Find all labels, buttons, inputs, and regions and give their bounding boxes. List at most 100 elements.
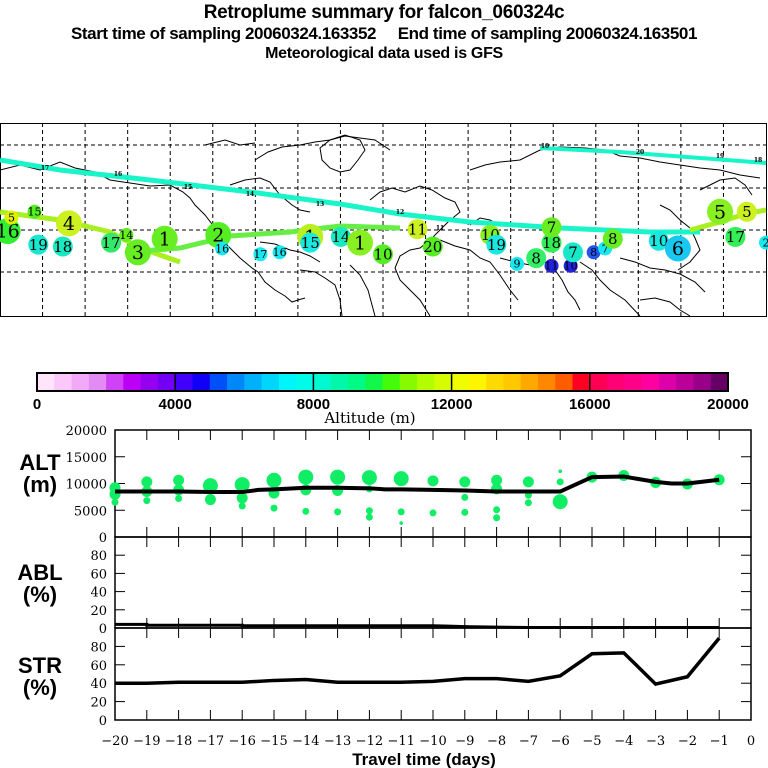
cluster-marker: [300, 232, 321, 253]
trajectory-cluster: 1: [347, 229, 374, 256]
colorbar-bin: [140, 373, 159, 391]
colorbar-bin: [468, 373, 487, 391]
colorbar-bin: [417, 373, 435, 391]
x-tick-label: −8: [487, 734, 506, 749]
trajectory-cluster: 2: [205, 221, 232, 248]
cluster-marker: [664, 235, 691, 262]
trajectory-cluster: 1: [151, 225, 178, 252]
upper-trajectory-label: 13: [316, 201, 324, 208]
colorbar-bin: [54, 373, 73, 391]
y-tick-label: 20: [90, 604, 107, 619]
map-frame: [0, 123, 767, 317]
trajectory-cluster: 15: [300, 232, 321, 253]
cluster-day-label: 16: [215, 242, 229, 255]
upper-trajectory-label: 14: [246, 191, 254, 198]
altitude-point: [429, 509, 437, 517]
colorbar-bin: [106, 373, 124, 391]
x-tick-label: −17: [197, 734, 224, 749]
colorbar-tick-label: 8000: [297, 396, 330, 413]
coastline-greenland: [319, 134, 366, 173]
cluster-marker: [151, 225, 178, 252]
colorbar-bins: [37, 373, 729, 391]
upper-trajectory-label: 16: [114, 171, 122, 178]
y-tick-label: 40: [90, 586, 107, 601]
colorbar-bin: [537, 373, 556, 391]
cluster-day-label: 18: [542, 234, 561, 252]
altitude-point: [236, 492, 248, 504]
cluster-marker: [55, 210, 82, 237]
cluster-day-label: 5: [742, 203, 752, 221]
cluster-day-label: 10: [649, 232, 668, 250]
colorbar-bin: [157, 373, 176, 391]
chart-title: Retroplume summary for falcon_060324c: [203, 2, 565, 23]
upper-trajectory-line: [0, 157, 700, 235]
trajectory-cluster: 17: [725, 226, 746, 247]
x-tick-label: −12: [356, 734, 383, 749]
cluster-day-label: 7: [568, 244, 578, 262]
altitude-point: [361, 470, 377, 486]
cluster-marker: [215, 241, 230, 256]
cluster-day-label: 1: [354, 232, 366, 254]
x-tick-label: −16: [228, 734, 255, 749]
cluster-day-label: 7: [602, 242, 609, 255]
colorbar-bin: [624, 373, 643, 391]
cluster-marker: [101, 232, 122, 253]
cluster-marker: [541, 232, 562, 253]
colorbar-bin: [227, 373, 245, 391]
colorbar-tick-label: 0: [33, 396, 41, 413]
colorbar-bin: [676, 373, 694, 391]
cluster-marker: [563, 258, 578, 273]
panel-ylabel-line: ABL: [17, 560, 62, 585]
x-tick-label: −15: [260, 734, 287, 749]
trajectory-cluster: 7: [562, 242, 583, 263]
altitude-point: [204, 494, 216, 506]
panel-ylabel-line: (%): [23, 582, 57, 607]
altitude-point: [552, 494, 568, 510]
colorbar-bin: [244, 373, 263, 391]
altitude-point: [491, 474, 503, 486]
x-axis: −20 −19 −18 −17 −16 −15 −14 −13 −12 −11 −10 −9 −8 −7−…: [101, 734, 755, 749]
altitude-point: [493, 506, 501, 514]
altitude-point: [143, 497, 151, 505]
cluster-marker: [119, 227, 134, 242]
colorbar-bin: [347, 373, 366, 391]
str-fraction-line: [115, 637, 721, 687]
trajectory-cluster: 2: [759, 235, 768, 250]
cluster-day-label: 8: [608, 230, 618, 248]
trajectory-cluster: 4: [55, 210, 82, 237]
cluster-day-label: 5: [714, 201, 726, 223]
trajectory-cluster: 17: [253, 247, 268, 262]
altitude-point: [558, 469, 562, 473]
altitude-colorbar: 0 4000 8000 12000 16000 20000 Altitude (m): [33, 372, 749, 427]
cluster-day-label: 2: [212, 225, 224, 247]
colorbar-bin: [278, 373, 297, 391]
x-tick-label: −7: [519, 734, 538, 749]
cluster-day-label: 10: [373, 245, 392, 263]
x-tick-label: −10: [419, 734, 446, 749]
cluster-day-label: 14: [119, 229, 133, 242]
trajectory-cluster: 16: [272, 245, 287, 260]
colorbar-bin: [313, 373, 332, 391]
x-tick-label: −20: [101, 734, 128, 749]
colorbar-bin: [434, 373, 453, 391]
abl-panel: 0 20 40 60 80 ABL (%): [17, 536, 752, 637]
colorbar-bin: [658, 373, 677, 391]
upper-trajectory-label: 10: [541, 143, 549, 150]
cluster-day-label: 11: [545, 260, 559, 273]
cluster-layer: 1651519184171431216115171614110112010191…: [0, 198, 768, 273]
altitude-point: [234, 477, 250, 493]
cluster-day-label: 17: [102, 234, 121, 252]
panel-frame: [114, 536, 752, 629]
colorbar-bin: [192, 373, 211, 391]
colorbar-bin: [365, 373, 383, 391]
met-data-line: Meteorological data used is GFS: [265, 45, 503, 62]
colorbar-ticks: 0 4000 8000 12000 16000 20000: [33, 373, 749, 413]
altitude-point: [266, 472, 282, 488]
cluster-marker: [544, 258, 559, 273]
y-tick-label: 20: [90, 696, 107, 711]
cluster-marker: [407, 219, 428, 240]
cluster-day-label: 8: [531, 249, 541, 267]
upper-trajectory-label: 15: [184, 184, 192, 191]
cluster-marker: [330, 226, 351, 247]
trajectory-cluster: 9: [510, 256, 525, 271]
